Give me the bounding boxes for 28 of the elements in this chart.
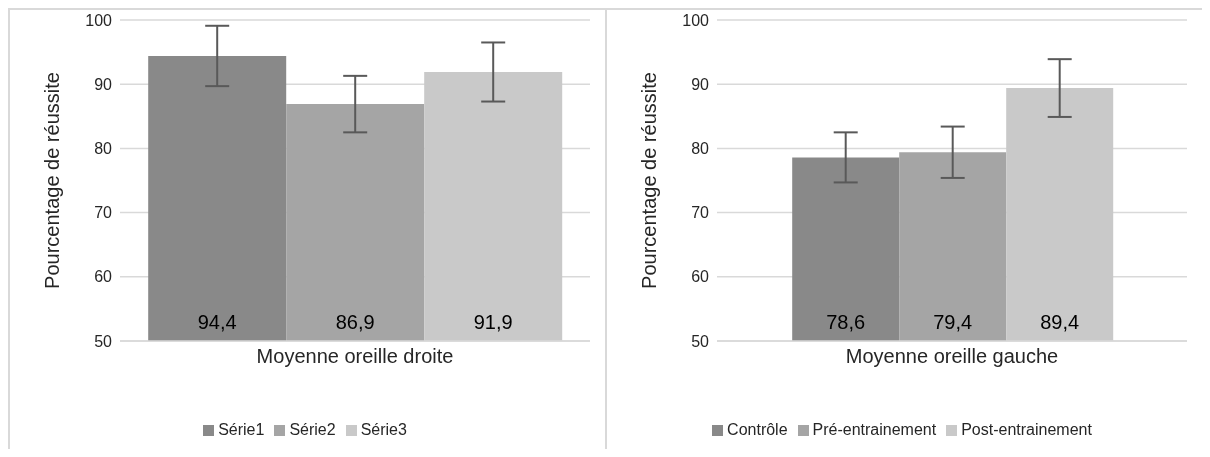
y-tick-label: 100 [682,11,710,29]
legend-label: Pré-entrainement [812,421,937,438]
legend-label: Contrôle [727,421,788,438]
data-label: 78,6 [826,311,866,333]
x-tick-label: Moyenne oreille droite [256,345,454,368]
y-tick-label: 100 [85,11,113,29]
y-axis-title: Pourcentage de réussite [41,72,64,289]
y-tick-label: 50 [691,332,710,350]
y-axis-title: Pourcentage de réussite [638,72,661,289]
y-tick-label: 80 [691,140,710,158]
y-tick-label: 60 [94,268,113,286]
data-label: 91,9 [473,311,513,333]
data-label: 79,4 [933,311,973,333]
data-label: 94,4 [197,311,237,333]
x-tick-label: Moyenne oreille gauche [845,345,1059,368]
y-tick-label: 60 [691,268,710,286]
y-tick-label: 70 [94,204,113,222]
y-tick-label: 80 [94,140,113,158]
legend-label: Post-entrainement [961,421,1092,438]
legend-label: Série1 [218,421,265,438]
y-tick-label: 50 [94,332,113,350]
y-tick-label: 90 [691,75,710,93]
data-label: 89,4 [1040,311,1080,333]
legend-label: Série3 [360,421,407,438]
y-tick-label: 90 [94,75,113,93]
y-tick-label: 70 [691,204,710,222]
data-label: 86,9 [335,311,375,333]
legend-label: Série2 [289,421,336,438]
